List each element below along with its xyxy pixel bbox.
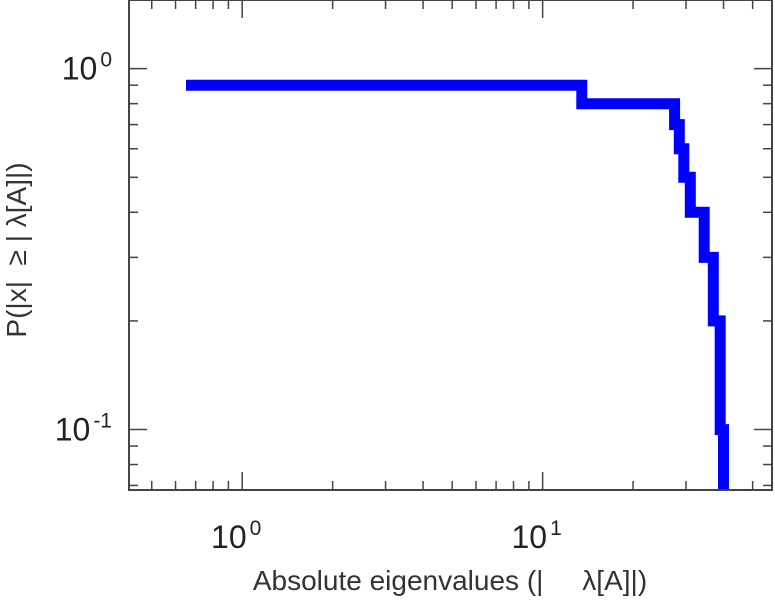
x-tick-label: 10 0 bbox=[211, 517, 261, 555]
y-axis-title: P(|x| ≥ | λ[A]|) bbox=[1, 162, 32, 337]
y-tick-label: 10 -1 bbox=[55, 410, 112, 448]
plot-frame bbox=[128, 0, 773, 491]
plot-background bbox=[129, 0, 772, 490]
x-axis-title: Absolute eigenvalues (| λ[A]|) bbox=[253, 565, 647, 596]
y-tick-label: 10 0 bbox=[62, 49, 112, 87]
x-tick-label: 10 1 bbox=[511, 517, 561, 555]
tick-labels: 10 0 10 1 10 -1 10 0 bbox=[55, 49, 562, 555]
axis-ticks bbox=[129, 0, 772, 490]
series-line bbox=[186, 79, 729, 490]
series-layer bbox=[186, 79, 729, 490]
